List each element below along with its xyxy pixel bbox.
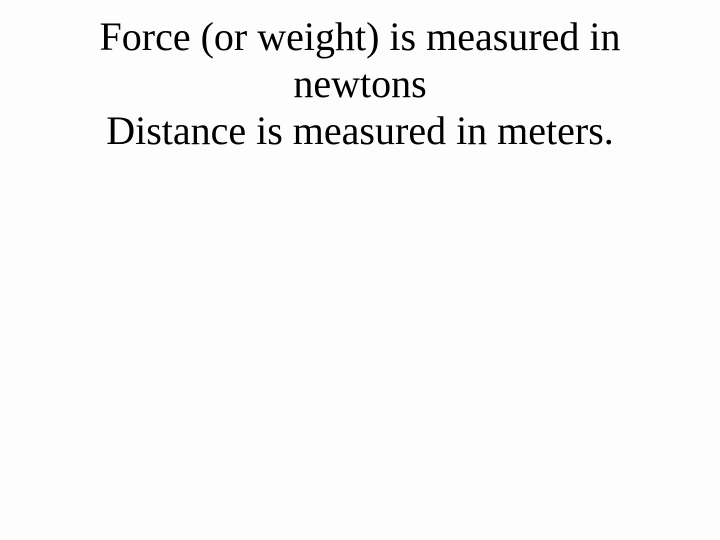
text-line-3: Distance is measured in meters. [0, 108, 720, 155]
text-line-1: Force (or weight) is measured in [0, 14, 720, 61]
text-line-2: newtons [0, 61, 720, 108]
slide-container: Force (or weight) is measured in newtons… [0, 0, 720, 540]
slide-text: Force (or weight) is measured in newtons… [0, 14, 720, 154]
